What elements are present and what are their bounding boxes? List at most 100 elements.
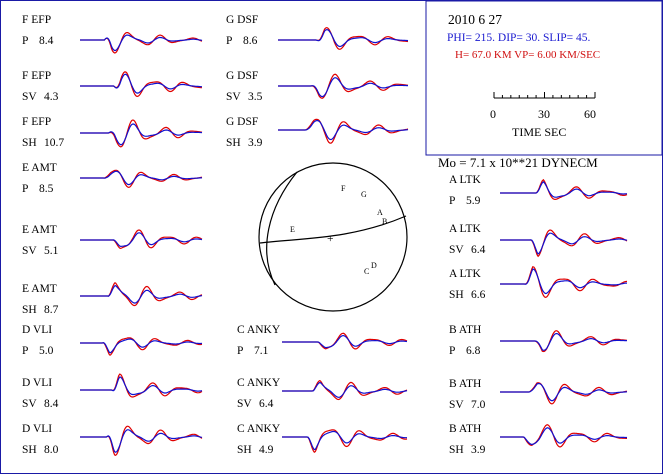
waveform-panel: F EFP SH 10.7	[22, 116, 203, 149]
waveform-panel: D VLI SH 8.0	[22, 423, 203, 456]
station-label: F EFP	[22, 14, 51, 26]
time-tick-30: 30	[538, 107, 550, 121]
waveform-panel: D VLI SV 8.4	[22, 373, 203, 410]
station-label: C ANKY	[237, 423, 281, 435]
amplitude-label: 4.9	[259, 444, 274, 456]
phase-label: P	[449, 195, 455, 207]
waveform-panel: G DSF SH 3.9	[226, 116, 409, 149]
observed-waveform	[80, 232, 203, 248]
phase-label: SV	[22, 245, 37, 257]
synthetic-waveform	[80, 425, 203, 456]
focal-sphere: + F G A B E C D	[258, 162, 408, 312]
observed-waveform	[500, 427, 627, 446]
observed-waveform	[500, 268, 627, 295]
station-label: A LTK	[449, 268, 482, 280]
amplitude-label: 6.4	[471, 244, 486, 256]
observed-waveform	[278, 28, 409, 48]
observed-waveform	[282, 430, 407, 451]
waveform-panel: F EFP SV 4.3	[22, 70, 202, 103]
observed-waveform	[278, 119, 409, 141]
depth-velocity: H= 67.0 KM VP= 6.00 KM/SEC	[455, 49, 600, 61]
synthetic-waveform	[282, 429, 408, 454]
phase-label: P	[237, 345, 243, 357]
station-label: G DSF	[226, 70, 258, 82]
sphere-station-c: C	[364, 267, 369, 276]
observed-waveform	[282, 381, 408, 398]
time-scale-label: TIME SEC	[512, 125, 566, 139]
waveform-panel: C ANKY SH 4.9	[237, 423, 408, 456]
phase-label: P	[449, 345, 455, 357]
mechanism-params: PHI= 215. DIP= 30. SLIP= 45.	[447, 32, 591, 44]
amplitude-label: 8.4	[39, 35, 54, 47]
phase-label: SV	[449, 244, 464, 256]
info-box	[425, 0, 663, 156]
phase-label: SV	[22, 398, 37, 410]
waveform-panel: E AMT SH 8.7	[22, 282, 203, 316]
observed-waveform	[80, 123, 203, 146]
synthetic-waveform	[500, 229, 628, 258]
time-tick-60: 60	[584, 107, 596, 121]
amplitude-label: 8.6	[243, 35, 258, 47]
station-label: A LTK	[449, 174, 482, 186]
observed-waveform	[80, 376, 203, 396]
station-label: E AMT	[22, 224, 57, 236]
observed-waveform	[278, 77, 408, 98]
waveform-panel: G DSF P 8.6	[226, 14, 409, 50]
phase-label: SV	[449, 399, 464, 411]
phase-label: SV	[237, 398, 252, 410]
station-label: D VLI	[22, 324, 52, 336]
time-scale-ticks	[493, 92, 596, 98]
amplitude-label: 6.8	[466, 345, 481, 357]
amplitude-label: 8.4	[44, 398, 59, 410]
phase-label: P	[226, 35, 232, 47]
station-label: F EFP	[22, 116, 51, 128]
phase-label: P	[22, 35, 28, 47]
amplitude-label: 3.5	[248, 91, 263, 103]
station-label: G DSF	[226, 14, 258, 26]
observed-waveform	[500, 232, 628, 255]
station-label: D VLI	[22, 377, 52, 389]
station-label: E AMT	[22, 283, 57, 295]
synthetic-waveform	[500, 178, 628, 201]
waveform-panel: A LTK SH 6.6	[449, 265, 628, 301]
time-tick-0: 0	[490, 107, 496, 121]
nodal-plane-1	[266, 171, 298, 286]
waveform-panel: C ANKY P 7.1	[237, 324, 408, 357]
waveform-panel: A LTK SV 6.4	[449, 223, 628, 258]
amplitude-label: 4.3	[44, 91, 59, 103]
phase-label: SH	[449, 444, 464, 456]
waveform-panel: C ANKY SV 6.4	[237, 377, 408, 410]
amplitude-label: 5.1	[44, 245, 59, 257]
waveform-panel: B ATH P 6.8	[449, 324, 628, 357]
station-label: B ATH	[449, 324, 481, 336]
phase-label: P	[22, 183, 28, 195]
station-label: D VLI	[22, 423, 52, 435]
waveform-panel: B ATH SV 7.0	[449, 378, 628, 411]
observed-waveform	[80, 73, 202, 94]
waveform-panel: B ATH SH 3.9	[449, 423, 627, 456]
observed-waveform	[500, 180, 628, 198]
phase-label: SH	[449, 289, 464, 301]
seismic-moment: Mo = 7.1 x 10**21 DYNECM	[438, 155, 598, 170]
nodal-plane-2	[259, 215, 407, 244]
amplitude-label: 6.6	[471, 289, 486, 301]
waveform-panel: D VLI P 5.0	[22, 324, 203, 357]
observed-waveform	[80, 170, 203, 186]
amplitude-label: 7.0	[471, 399, 486, 411]
event-date: 2010 6 27	[448, 12, 502, 27]
phase-label: SH	[22, 304, 37, 316]
station-label: G DSF	[226, 116, 258, 128]
sphere-station-e: E	[290, 225, 295, 234]
amplitude-label: 7.1	[254, 345, 269, 357]
sphere-station-g: G	[361, 190, 367, 199]
phase-label: SH	[22, 137, 37, 149]
waveform-panel: A LTK P 5.9	[449, 174, 628, 207]
sphere-center-mark: +	[327, 233, 334, 245]
time-scale-bar: 0 30 60 TIME SEC	[490, 92, 596, 139]
waveform-panel: E AMT SV 5.1	[22, 224, 203, 257]
waveform-panel: E AMT P 8.5	[22, 162, 203, 195]
amplitude-label: 5.9	[466, 195, 481, 207]
amplitude-label: 8.0	[44, 444, 59, 456]
amplitude-label: 6.4	[259, 398, 274, 410]
